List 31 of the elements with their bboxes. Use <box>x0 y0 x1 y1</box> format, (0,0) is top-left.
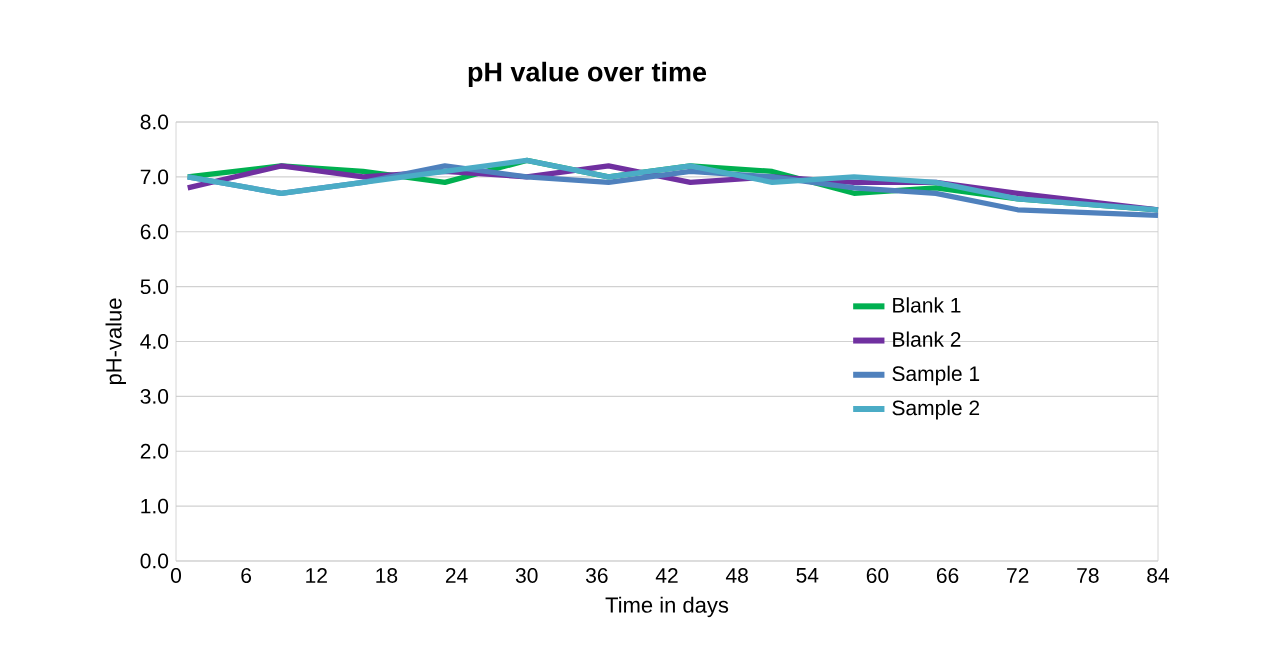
x-tick-label: 18 <box>376 568 398 583</box>
x-tick-label: 66 <box>936 568 959 583</box>
x-tick-label: 42 <box>655 568 678 583</box>
x-tick-label: 72 <box>1007 568 1029 583</box>
legend-label: Sample 1 <box>892 365 980 386</box>
x-tick-label: 6 <box>241 568 252 583</box>
legend-label: Blank 2 <box>893 331 961 347</box>
x-tick-label: 84 <box>1147 568 1170 583</box>
y-tick-label: 7.0 <box>140 169 169 185</box>
x-tick-label: 78 <box>1077 568 1099 583</box>
x-axis-title: Time in days <box>605 596 729 618</box>
legend-label: Sample 2 <box>892 399 980 420</box>
y-tick-label: 0.0 <box>140 553 169 569</box>
x-tick-label: 12 <box>306 568 327 583</box>
x-tick-label: 30 <box>515 568 538 583</box>
x-tick-label: 48 <box>725 568 748 583</box>
x-tick-label: 54 <box>796 568 819 583</box>
x-tick-label: 60 <box>866 568 889 583</box>
y-tick-label: 2.0 <box>140 443 169 459</box>
x-tick-label: 24 <box>445 568 468 583</box>
x-tick-label: 36 <box>585 568 608 583</box>
x-tick-label: 0 <box>170 568 182 583</box>
legend-label: Blank 1 <box>893 297 961 313</box>
y-tick-label: 8.0 <box>140 114 169 130</box>
y-tick-label: 3.0 <box>140 388 169 404</box>
y-axis-title: pH-value <box>105 298 126 385</box>
y-tick-label: 1.0 <box>141 498 169 514</box>
y-tick-label: 4.0 <box>140 334 169 349</box>
chart-title: pH value over time <box>468 61 707 87</box>
y-tick-label: 5.0 <box>140 279 169 295</box>
y-tick-label: 6.0 <box>140 224 169 240</box>
